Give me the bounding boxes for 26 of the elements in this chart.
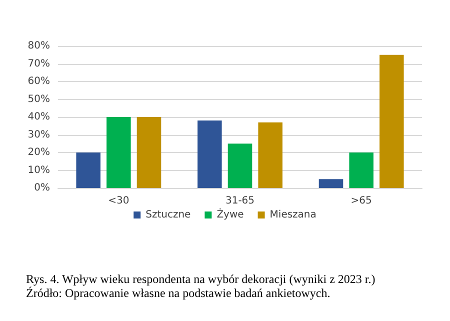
y-tick-label: 50% (28, 94, 50, 105)
y-tick-label: 0% (34, 182, 50, 194)
text: Rys. 4. Wpływ wieku respondenta na wybór dekoracji (wyniki z 2023 r.) (26, 272, 376, 286)
legend-label: Sztuczne (146, 210, 191, 220)
legend-label: Mieszana (270, 210, 316, 220)
bar (106, 117, 131, 188)
y-tick-label: 60% (28, 76, 50, 87)
bar (380, 54, 404, 188)
x-tick-label: 31-65 (225, 196, 255, 206)
legend-label: Żywe (216, 208, 244, 220)
bar (228, 144, 252, 188)
text: Źródło: Opracowanie własne na podstawie badań ankietowych. (26, 286, 330, 300)
y-tick-label: 70% (28, 58, 50, 70)
bar (349, 152, 374, 188)
bar (198, 120, 222, 188)
bar (258, 122, 282, 188)
y-tick-label: 20% (28, 147, 50, 158)
bar (136, 117, 162, 188)
x-tick-label: <30 (108, 196, 130, 206)
y-tick-label: 80% (28, 40, 50, 52)
y-tick-label: 40% (28, 112, 50, 122)
y-tick-label: 30% (28, 129, 50, 140)
x-tick-label: >65 (350, 196, 372, 206)
bar (76, 152, 100, 188)
y-tick-label: 10% (28, 164, 50, 176)
bar (318, 179, 344, 188)
